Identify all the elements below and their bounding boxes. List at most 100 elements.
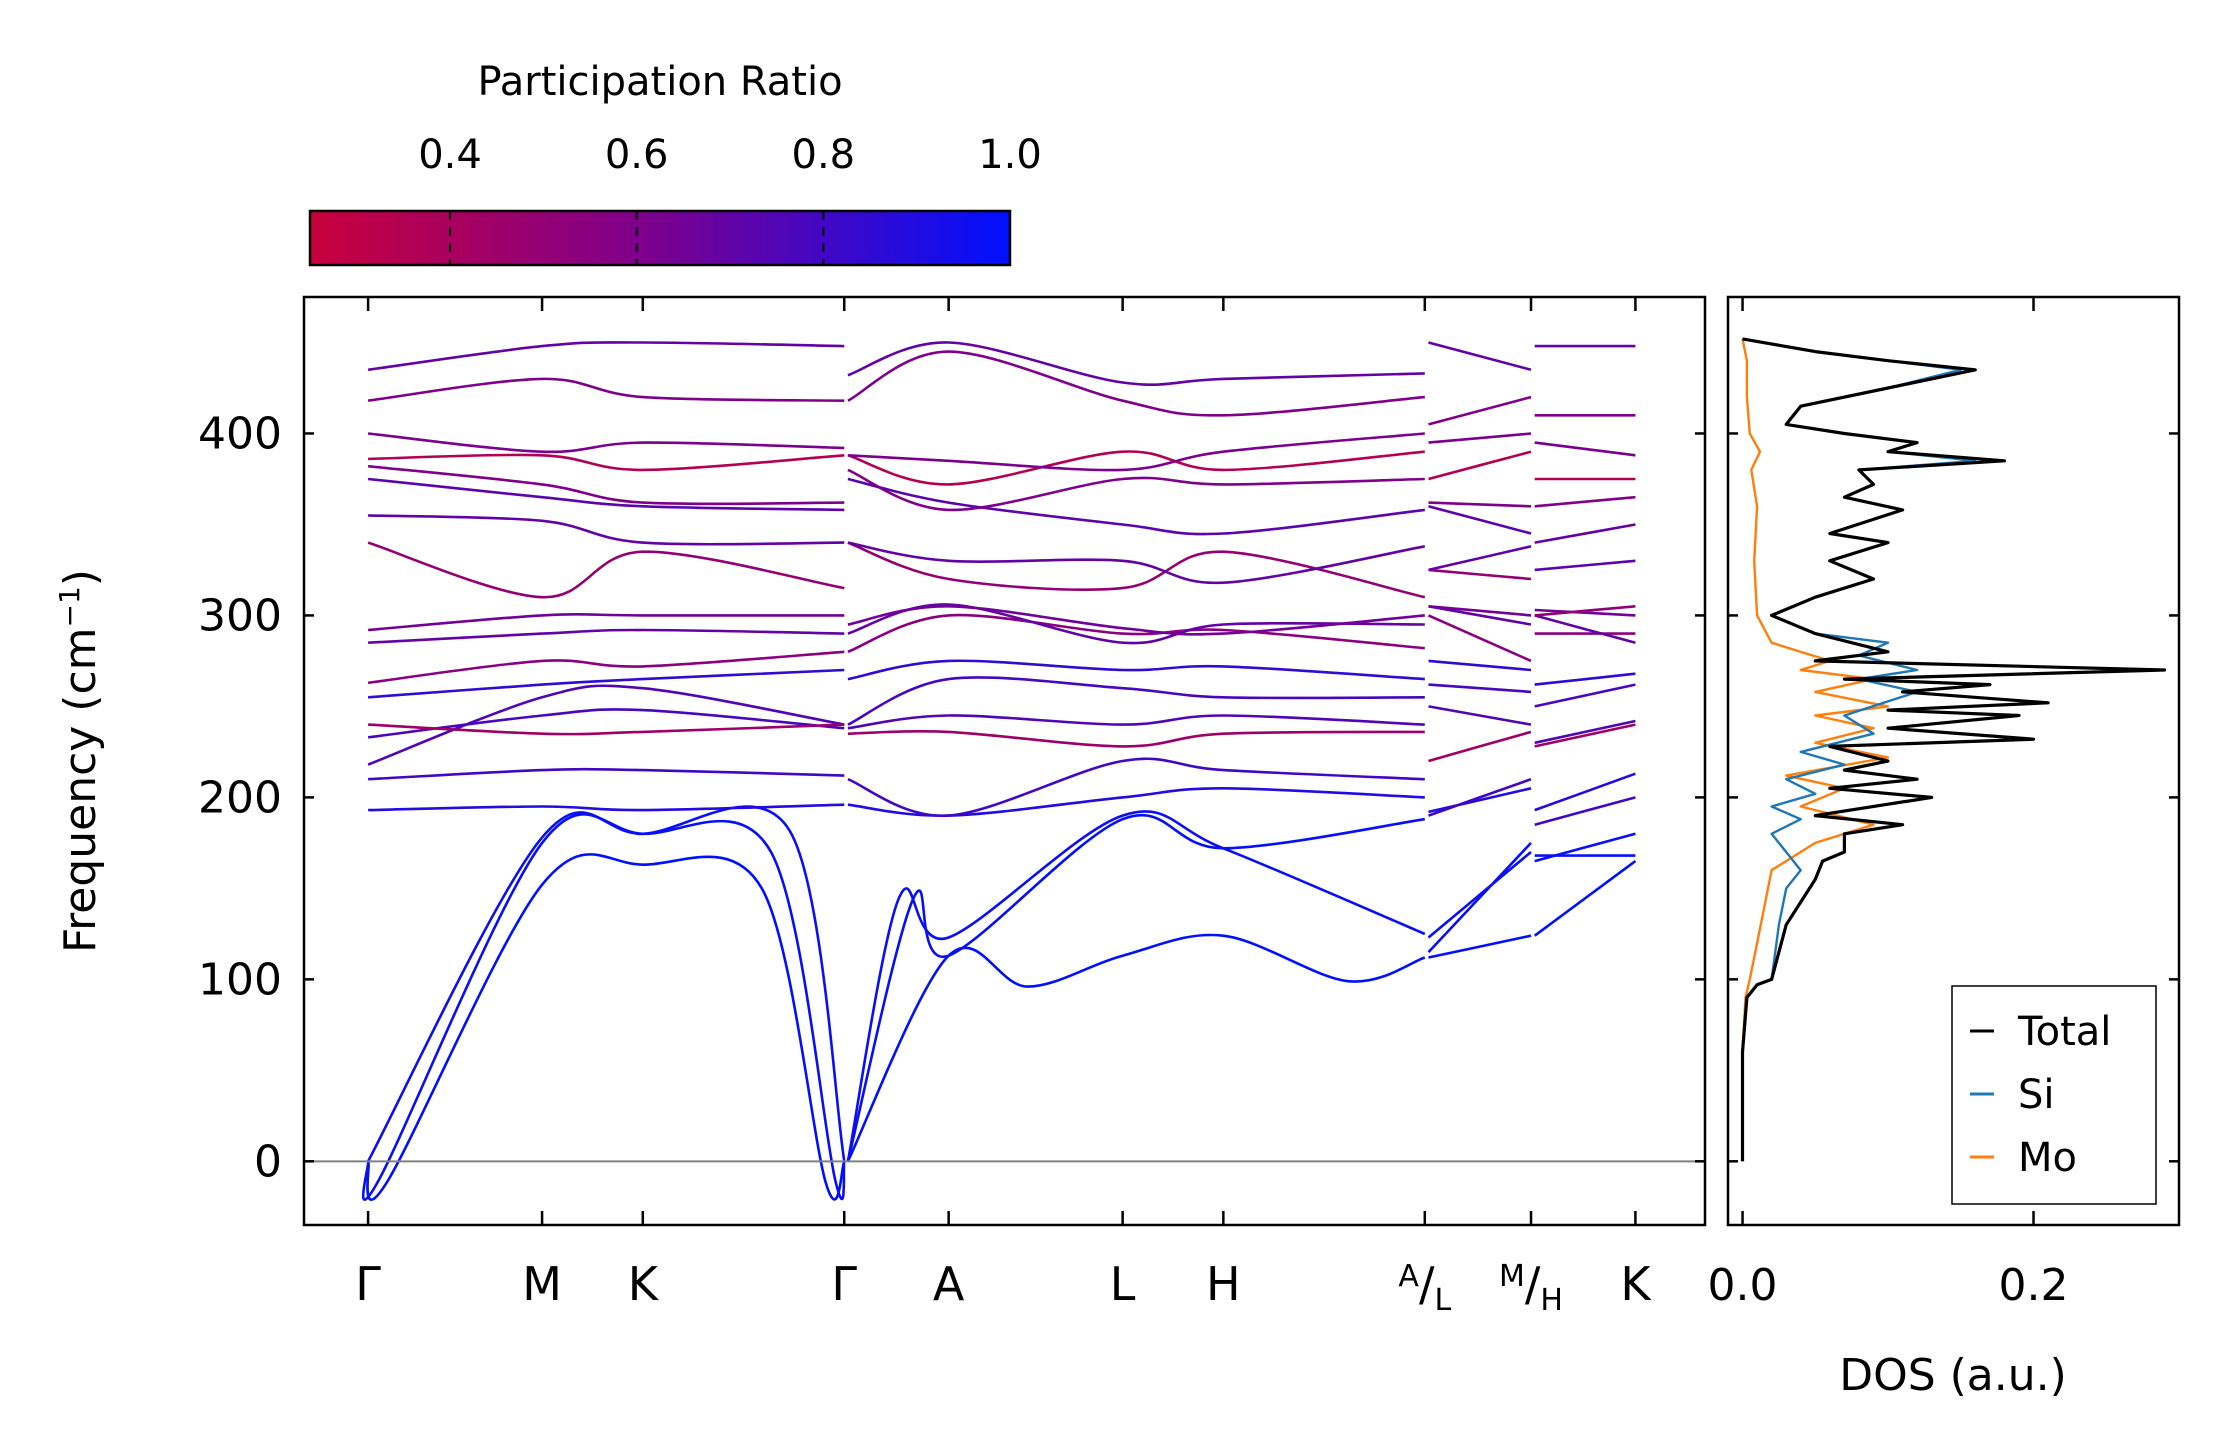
band-opt-255 — [847, 659, 1425, 681]
band-opt-210 — [847, 757, 1425, 817]
band-opt-355 — [1428, 545, 1532, 572]
y-axis-label-text: Frequency (cm — [55, 627, 106, 953]
band-opt-233 — [847, 676, 1425, 726]
k-point-label: L — [1110, 1257, 1136, 1311]
k-point-label: A/L — [1398, 1257, 1451, 1318]
band-opt-418 — [1428, 395, 1532, 426]
k-point-label: Γ — [831, 1257, 857, 1311]
colorbar-tick-label: 1.0 — [978, 132, 1042, 178]
dos-curve-si — [1741, 337, 1977, 1162]
band-opt-375 — [367, 477, 845, 512]
band-opt-193 — [847, 786, 1425, 817]
band-opt-255 — [368, 668, 845, 699]
y-tick-label: 0 — [254, 1136, 282, 1187]
band-acoustic-1 — [1428, 934, 1532, 959]
band-acoustic-2 — [1534, 832, 1636, 863]
band-acoustic-3 — [366, 805, 846, 1162]
band-acoustic-1 — [846, 933, 1426, 1162]
y-axis-label: Frequency (cm−1) — [53, 569, 107, 953]
band-opt-292 — [1534, 608, 1636, 617]
band-acoustic-2 — [1427, 842, 1532, 953]
band-opt-263 — [1427, 614, 1532, 663]
band-opt-193 — [1428, 787, 1532, 814]
band-opt-386 — [1428, 450, 1532, 481]
k-point-label: A — [933, 1257, 965, 1311]
band-opt-193 — [368, 803, 845, 812]
dos-x-axis-label: DOS (a.u.) — [1839, 1350, 2067, 1401]
y-tick-label: 400 — [198, 408, 282, 459]
k-point-label: M/H — [1499, 1257, 1563, 1318]
dos-legend: Total Si Mo — [1951, 985, 2157, 1205]
band-opt-218 — [1428, 705, 1532, 726]
dos-plot: 0.0 0.2 DOS (a.u.) Total Si Mo — [1708, 295, 2181, 1401]
band-opt-210 — [1534, 796, 1636, 826]
legend-label-mo: Mo — [2018, 1135, 2077, 1181]
band-opt-240 — [1428, 730, 1532, 763]
band-opt-285 — [1534, 614, 1636, 644]
band-opt-340 — [847, 541, 1426, 599]
band-opt-340 — [1428, 568, 1532, 581]
band-opt-210 — [368, 767, 845, 781]
colorbar-tick-label: 0.8 — [792, 132, 856, 178]
band-opt-382 — [847, 468, 1425, 512]
band-opt-193 — [1534, 772, 1636, 812]
band-plot-frame — [302, 295, 1707, 1227]
dos-axis: 0.0 0.2 — [1708, 297, 2179, 1311]
band-axis: 0 100 200 300 400 Γ M K Γ A L H A/L M/H K — [198, 297, 1705, 1318]
k-point-label: H — [1206, 1257, 1241, 1311]
band-opt-355 — [1534, 523, 1636, 544]
k-point-label: Γ — [355, 1257, 381, 1311]
band-acoustic-3 — [846, 810, 1426, 1162]
band-opt-240 — [1534, 723, 1636, 748]
y-axis-label-close: ) — [55, 569, 106, 586]
band-opt-418 — [367, 377, 845, 402]
band-opt-233 — [1534, 683, 1636, 708]
y-axis-label-sup: −1 — [53, 586, 86, 627]
band-opt-435 — [367, 341, 845, 372]
band-opt-292 — [367, 613, 845, 632]
svg-text:Frequency (cm−1): Frequency (cm−1) — [53, 569, 107, 953]
band-opt-255 — [1428, 659, 1532, 672]
phonon-bands — [361, 341, 1637, 1201]
band-opt-233 — [1428, 683, 1532, 694]
band-opt-263 — [367, 650, 845, 685]
k-point-label: K — [628, 1257, 660, 1311]
band-opt-255 — [1534, 672, 1636, 686]
colorbar-gradient — [308, 209, 1012, 267]
dos-curve-total — [1740, 337, 2167, 1162]
colorbar-tick-label: 0.4 — [418, 132, 482, 178]
band-opt-400 — [367, 432, 845, 454]
y-tick-label: 100 — [198, 954, 282, 1005]
k-point-label: M — [522, 1257, 562, 1311]
colorbar: Participation Ratio 0.4 0.6 0.8 1.0 — [308, 59, 1042, 267]
band-opt-375 — [847, 477, 1425, 536]
legend-label-si: Si — [2018, 1072, 2055, 1118]
band-opt-340 — [367, 541, 845, 599]
band-acoustic-1 — [1533, 860, 1637, 937]
band-opt-435 — [1428, 341, 1532, 372]
band-opt-400 — [847, 432, 1425, 472]
band-opt-418 — [847, 350, 1425, 417]
band-opt-340 — [1534, 605, 1636, 617]
band-opt-375 — [1428, 505, 1532, 535]
band-opt-292 — [1428, 605, 1532, 617]
band-opt-355 — [368, 514, 845, 546]
band-opt-285 — [368, 628, 845, 644]
band-acoustic-3 — [1427, 850, 1532, 939]
dos-curves — [1740, 337, 2167, 1162]
legend-label-total: Total — [2017, 1009, 2111, 1055]
band-acoustic-2 — [361, 813, 846, 1201]
band-opt-382 — [1428, 501, 1532, 508]
band-opt-233 — [367, 708, 845, 739]
dos-plot-frame — [1726, 295, 2181, 1227]
colorbar-tick-label: 0.6 — [605, 132, 669, 178]
band-opt-240 — [368, 723, 845, 736]
band-opt-375 — [1534, 559, 1636, 572]
colorbar-ticks: 0.4 0.6 0.8 1.0 — [418, 132, 1042, 265]
band-opt-435 — [847, 341, 1425, 387]
band-opt-386 — [368, 453, 845, 472]
band-opt-400 — [1428, 432, 1532, 444]
band-acoustic-2 — [846, 813, 1425, 1162]
y-tick-label: 200 — [198, 772, 282, 823]
